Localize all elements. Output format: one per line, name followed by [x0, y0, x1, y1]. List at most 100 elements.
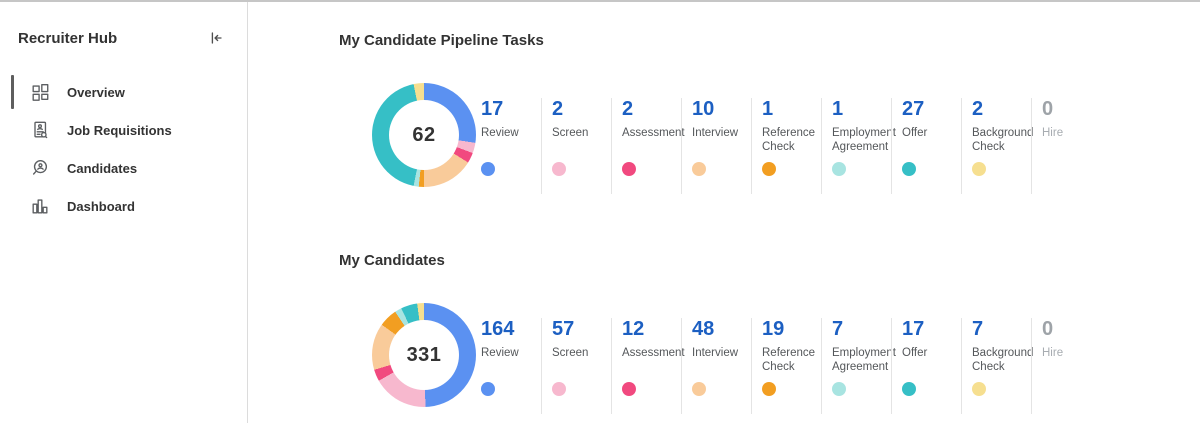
stage-color-dot	[481, 382, 495, 396]
stage-stat-offer[interactable]: 27 Offer	[891, 98, 961, 194]
stage-color-dot	[972, 382, 986, 396]
stage-count: 19	[762, 318, 785, 340]
stage-count: 17	[481, 98, 504, 120]
stage-count: 2	[552, 98, 564, 120]
sidebar-header: Recruiter Hub	[0, 29, 247, 47]
stage-label: Review	[481, 347, 519, 359]
stage-stat-interview[interactable]: 48 Interview	[681, 318, 751, 414]
stage-color-dot	[832, 382, 846, 396]
donut-chart[interactable]: 62	[372, 83, 476, 187]
stage-label: Background Check	[972, 127, 1034, 153]
stage-stat-reference-check[interactable]: 19 Reference Check	[751, 318, 821, 414]
stage-color-dot	[552, 382, 566, 396]
sidebar-item-label: Dashboard	[67, 198, 135, 214]
section-title: My Candidate Pipeline Tasks	[339, 32, 544, 49]
sidebar-item-overview[interactable]: Overview	[0, 73, 247, 111]
sidebar-item-dashboard[interactable]: Dashboard	[0, 187, 247, 225]
stage-count: 7	[832, 318, 844, 340]
stage-color-dot	[481, 162, 495, 176]
stage-stats: 164 Review 57 Screen 12 Assessment 48 In…	[481, 318, 1101, 414]
donut-total: 331	[406, 343, 442, 366]
stage-label: Screen	[552, 127, 589, 139]
sidebar-item-label: Candidates	[67, 160, 138, 176]
stage-color-dot	[622, 162, 636, 176]
stage-stat-background-check[interactable]: 7 Background Check	[961, 318, 1034, 414]
stage-label: Interview	[692, 347, 739, 359]
stage-count: 164	[481, 318, 515, 340]
candidates-search-icon	[30, 158, 50, 178]
stage-label: Reference Check	[762, 347, 816, 373]
sections-container: My Candidate Pipeline Tasks 62 17 Review…	[339, 32, 1200, 414]
stage-stat-background-check[interactable]: 2 Background Check	[961, 98, 1034, 194]
stage-color-dot	[692, 162, 706, 176]
stage-label: Screen	[552, 347, 589, 359]
sidebar-title: Recruiter Hub	[18, 29, 118, 47]
sidebar-item-candidates[interactable]: Candidates	[0, 149, 247, 187]
overview-grid-icon	[30, 82, 50, 102]
stage-stat-employment-agreement[interactable]: 7 Employment Agreement	[821, 318, 896, 414]
stage-color-dot	[902, 382, 916, 396]
sidebar-item-label: Job Requisitions	[67, 122, 172, 138]
section-body: 62 17 Review 2 Screen 2 Assessment 10 In…	[339, 83, 1200, 194]
stage-color-dot	[762, 382, 776, 396]
stage-stat-assessment[interactable]: 2 Assessment	[611, 98, 685, 194]
stage-label: Assessment	[622, 347, 685, 359]
donut-total: 62	[412, 123, 436, 146]
stage-color-dot	[622, 382, 636, 396]
stage-stat-offer[interactable]: 17 Offer	[891, 318, 961, 414]
stage-stat-review[interactable]: 17 Review	[481, 98, 541, 194]
stage-label: Review	[481, 127, 519, 139]
stage-label: Assessment	[622, 127, 685, 139]
sidebar-menu: Overview Job Requisitions Candidates Das…	[0, 73, 247, 225]
stage-stat-hire[interactable]: 0 Hire	[1031, 98, 1101, 194]
stage-count: 0	[1042, 318, 1054, 340]
pipeline-section: My Candidates 331 164 Review 57 Screen 1…	[339, 252, 1200, 414]
donut-hole: 62	[389, 100, 459, 170]
stage-stat-hire[interactable]: 0 Hire	[1031, 318, 1101, 414]
stage-label: Interview	[692, 127, 739, 139]
stage-count: 2	[622, 98, 634, 120]
donut-chart[interactable]: 331	[372, 303, 476, 407]
main-content: My Candidate Pipeline Tasks 62 17 Review…	[248, 2, 1200, 423]
stage-color-dot	[972, 162, 986, 176]
dashboard-bar-chart-icon	[30, 196, 50, 216]
section-body: 331 164 Review 57 Screen 12 Assessment 4…	[339, 303, 1200, 414]
stage-color-dot	[902, 162, 916, 176]
stage-count: 48	[692, 318, 715, 340]
stage-stat-screen[interactable]: 57 Screen	[541, 318, 611, 414]
stage-label: Offer	[902, 127, 928, 139]
donut-hole: 331	[389, 320, 459, 390]
stage-count: 7	[972, 318, 984, 340]
sidebar-item-label: Overview	[67, 84, 125, 100]
stage-label: Hire	[1042, 127, 1064, 139]
stage-stat-assessment[interactable]: 12 Assessment	[611, 318, 685, 414]
stage-label: Background Check	[972, 347, 1034, 373]
stage-label: Employment Agreement	[832, 127, 896, 153]
stage-count: 2	[972, 98, 984, 120]
stage-label: Hire	[1042, 347, 1064, 359]
stage-stat-review[interactable]: 164 Review	[481, 318, 541, 414]
stage-count: 1	[762, 98, 774, 120]
stage-count: 17	[902, 318, 925, 340]
stage-count: 0	[1042, 98, 1054, 120]
sidebar: Recruiter Hub Overview Job Requisitions …	[0, 2, 248, 423]
collapse-sidebar-button[interactable]	[207, 29, 225, 47]
stage-color-dot	[762, 162, 776, 176]
stage-count: 1	[832, 98, 844, 120]
stage-label: Reference Check	[762, 127, 816, 153]
stage-stat-screen[interactable]: 2 Screen	[541, 98, 611, 194]
stage-stat-reference-check[interactable]: 1 Reference Check	[751, 98, 821, 194]
stage-count: 27	[902, 98, 925, 120]
stage-stat-interview[interactable]: 10 Interview	[681, 98, 751, 194]
stage-color-dot	[692, 382, 706, 396]
stage-color-dot	[552, 162, 566, 176]
job-requisitions-document-icon	[30, 120, 50, 140]
collapse-left-icon	[211, 32, 222, 44]
stage-stat-employment-agreement[interactable]: 1 Employment Agreement	[821, 98, 896, 194]
sidebar-item-job-requisitions[interactable]: Job Requisitions	[0, 111, 247, 149]
stage-label: Offer	[902, 347, 928, 359]
stage-count: 12	[622, 318, 645, 340]
pipeline-section: My Candidate Pipeline Tasks 62 17 Review…	[339, 32, 1200, 194]
section-title: My Candidates	[339, 252, 445, 269]
